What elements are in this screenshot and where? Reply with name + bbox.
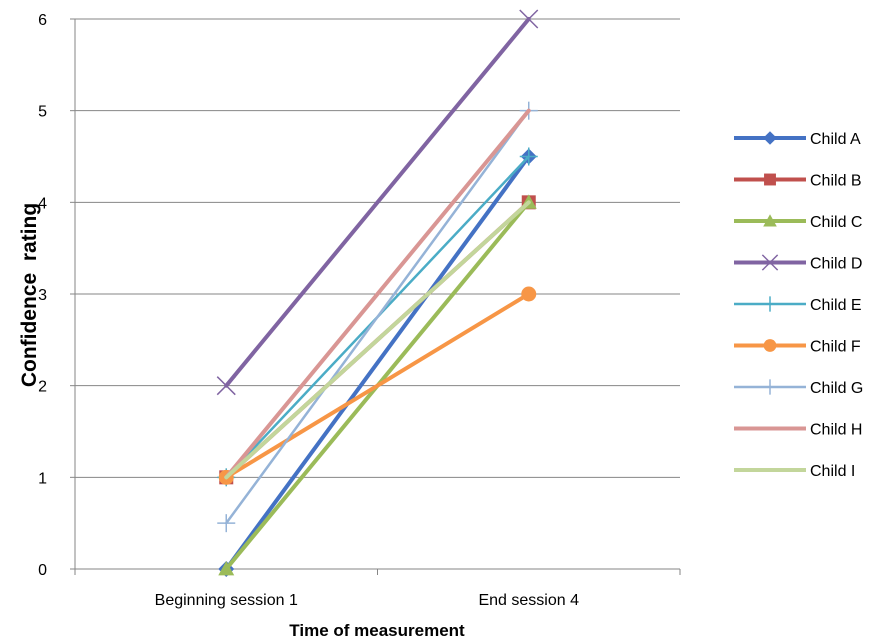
axes: 0 1 2 3 4 5 6 Beginning session 1 End session 4 bbox=[38, 12, 681, 609]
y-axis-title: Confidence rating bbox=[18, 203, 41, 387]
legend-item: Child C bbox=[734, 214, 862, 231]
x-tick-label: End session 4 bbox=[478, 592, 579, 609]
series-line bbox=[224, 292, 531, 480]
data-point bbox=[763, 339, 777, 352]
y-tick-label: 3 bbox=[38, 287, 47, 304]
legend-item: Child A bbox=[734, 131, 861, 148]
y-tick-label: 0 bbox=[38, 562, 47, 579]
legend-label: Child A bbox=[810, 131, 861, 148]
data-point bbox=[764, 173, 776, 186]
marker-stroke bbox=[519, 9, 539, 29]
series-child-a bbox=[218, 148, 537, 577]
series-lines bbox=[216, 9, 539, 577]
series-child-d bbox=[216, 9, 539, 396]
legend-label: Child G bbox=[810, 380, 863, 397]
series-child-f bbox=[218, 286, 537, 485]
data-point bbox=[762, 296, 778, 312]
legend-item: Child F bbox=[734, 339, 861, 356]
gridlines bbox=[75, 18, 680, 478]
legend-label: Child B bbox=[810, 173, 862, 190]
legend-item: Child D bbox=[734, 254, 862, 273]
data-point bbox=[519, 147, 538, 166]
data-point bbox=[217, 514, 236, 533]
data-point bbox=[762, 379, 778, 395]
series-line bbox=[224, 200, 531, 480]
series-line bbox=[225, 109, 530, 525]
data-point bbox=[218, 561, 235, 576]
y-tick-label: 5 bbox=[38, 104, 47, 121]
series-line bbox=[224, 108, 531, 480]
y-tick-label: 2 bbox=[38, 379, 47, 396]
x-tick-label: Beginning session 1 bbox=[155, 592, 298, 609]
legend-label: Child I bbox=[810, 463, 855, 480]
legend-label: Child C bbox=[810, 214, 862, 231]
series-child-h bbox=[224, 108, 531, 480]
legend-label: Child D bbox=[810, 256, 862, 273]
y-tick-label: 4 bbox=[38, 195, 47, 212]
data-point bbox=[763, 214, 777, 227]
data-point bbox=[763, 131, 777, 145]
series-line bbox=[224, 17, 531, 388]
data-point bbox=[519, 9, 539, 29]
legend-label: Child H bbox=[810, 422, 862, 439]
y-tick-label: 6 bbox=[38, 12, 47, 29]
legend-label: Child F bbox=[810, 339, 861, 356]
data-point bbox=[216, 376, 236, 396]
series-child-i bbox=[224, 200, 531, 480]
legend-item: Child H bbox=[734, 422, 862, 439]
legend-label: Child E bbox=[810, 297, 862, 314]
data-point bbox=[761, 254, 779, 271]
legend-item: Child G bbox=[734, 379, 863, 397]
legend-item: Child E bbox=[734, 296, 862, 314]
legend-item: Child I bbox=[734, 463, 855, 480]
legend-item: Child B bbox=[734, 173, 862, 190]
x-axis-title: Time of measurement bbox=[289, 621, 465, 640]
marker-stroke bbox=[216, 376, 236, 396]
series-line bbox=[224, 154, 531, 571]
y-tick-label: 1 bbox=[38, 470, 47, 487]
marker-stroke bbox=[761, 254, 779, 271]
data-point bbox=[521, 286, 537, 302]
legend: Child A Child B Child C Child D Child E Child… bbox=[734, 131, 863, 480]
